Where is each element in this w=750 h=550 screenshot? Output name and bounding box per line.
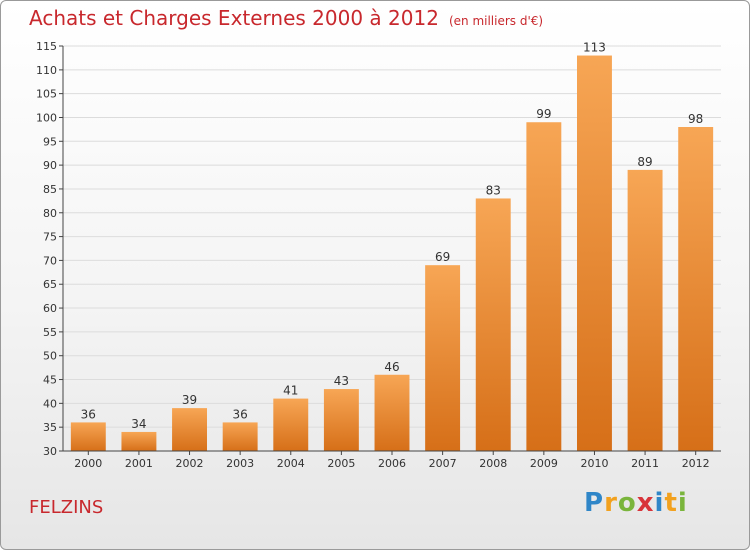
bar-2002 bbox=[172, 408, 208, 451]
y-tick-label: 105 bbox=[36, 88, 57, 101]
y-tick-label: 55 bbox=[43, 326, 57, 339]
bar-2011 bbox=[627, 169, 663, 451]
y-tick-label: 65 bbox=[43, 278, 57, 291]
x-tick-label-2009: 2009 bbox=[530, 457, 558, 470]
bar-2007 bbox=[425, 265, 461, 451]
chart-unit: (en milliers d'€) bbox=[448, 14, 544, 28]
y-tick-label: 60 bbox=[43, 302, 57, 315]
x-tick-label-2011: 2011 bbox=[631, 457, 659, 470]
chart-title: Achats et Charges Externes 2000 à 2012 (e… bbox=[29, 6, 543, 30]
y-tick-label: 115 bbox=[36, 40, 57, 53]
bar-2006 bbox=[374, 374, 410, 451]
bar-2008 bbox=[475, 198, 511, 451]
x-tick-label-2003: 2003 bbox=[226, 457, 254, 470]
value-label-2002: 39 bbox=[182, 393, 197, 407]
value-label-2012: 98 bbox=[688, 112, 703, 126]
x-tick-label-2000: 2000 bbox=[74, 457, 102, 470]
x-tick-label-2004: 2004 bbox=[277, 457, 305, 470]
y-tick-label: 90 bbox=[43, 159, 57, 172]
value-label-2000: 36 bbox=[81, 407, 96, 421]
y-tick-label: 50 bbox=[43, 350, 57, 363]
y-tick-label: 85 bbox=[43, 183, 57, 196]
bar-2000 bbox=[70, 422, 106, 451]
bar-2009 bbox=[526, 122, 562, 451]
value-label-2001: 34 bbox=[131, 417, 146, 431]
value-label-2010: 113 bbox=[583, 41, 606, 55]
bar-2003 bbox=[222, 422, 258, 451]
bars bbox=[70, 55, 714, 451]
labels: 30 35 40 45 50 55 60 65 70 75 80 85 90 95 100 105 110 115… bbox=[36, 40, 710, 470]
y-tick-label: 30 bbox=[43, 445, 57, 458]
bar-2005 bbox=[323, 389, 359, 451]
y-tick-label: 70 bbox=[43, 254, 57, 267]
x-tick-label-2006: 2006 bbox=[378, 457, 406, 470]
x-tick-label-2008: 2008 bbox=[479, 457, 507, 470]
y-tick-label: 40 bbox=[43, 397, 57, 410]
x-tick-label-2001: 2001 bbox=[125, 457, 153, 470]
value-label-2003: 36 bbox=[233, 407, 248, 421]
bar-2012 bbox=[678, 127, 714, 451]
y-tick-label: 75 bbox=[43, 231, 57, 244]
value-label-2009: 99 bbox=[536, 107, 551, 121]
proxiti-logo: Proxiti bbox=[584, 488, 688, 518]
y-tick-label: 35 bbox=[43, 421, 57, 434]
y-tick-label: 95 bbox=[43, 135, 57, 148]
value-label-2011: 89 bbox=[637, 155, 652, 169]
value-label-2007: 69 bbox=[435, 250, 450, 264]
x-tick-label-2012: 2012 bbox=[682, 457, 710, 470]
x-tick-label-2007: 2007 bbox=[429, 457, 457, 470]
axes bbox=[59, 45, 721, 455]
bar-2001 bbox=[121, 431, 157, 451]
chart-title-text: Achats et Charges Externes 2000 à 2012 bbox=[29, 6, 439, 30]
commune-name: FELZINS bbox=[29, 497, 104, 518]
x-tick-label-2005: 2005 bbox=[327, 457, 355, 470]
y-tick-label: 100 bbox=[36, 111, 57, 124]
value-label-2005: 43 bbox=[334, 374, 349, 388]
x-tick-label-2002: 2002 bbox=[176, 457, 204, 470]
value-label-2006: 46 bbox=[384, 360, 399, 374]
x-tick-label-2010: 2010 bbox=[580, 457, 608, 470]
bar-2010 bbox=[576, 55, 612, 451]
value-label-2008: 83 bbox=[486, 183, 501, 197]
y-tick-label: 110 bbox=[36, 64, 57, 77]
y-tick-label: 45 bbox=[43, 374, 57, 387]
value-label-2004: 41 bbox=[283, 384, 298, 398]
bar-2004 bbox=[273, 398, 309, 451]
y-tick-label: 80 bbox=[43, 207, 57, 220]
